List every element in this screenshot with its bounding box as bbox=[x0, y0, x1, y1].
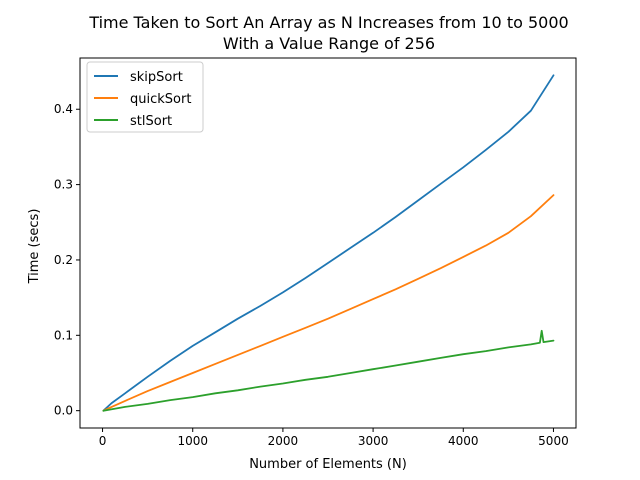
legend-box bbox=[86, 61, 204, 133]
series-line-quicksort bbox=[102, 194, 555, 412]
legend-label-quicksort: quickSort bbox=[130, 92, 191, 107]
y-tick-label: 0.0 bbox=[54, 404, 73, 418]
y-tick-label: 0.1 bbox=[54, 328, 73, 342]
chart-title-line-2: With a Value Range of 256 bbox=[223, 34, 435, 53]
x-tick-label: 4000 bbox=[448, 434, 479, 448]
y-tick-label: 0.2 bbox=[54, 253, 73, 267]
x-tick-label: 3000 bbox=[358, 434, 389, 448]
plot-frame bbox=[79, 57, 577, 429]
x-axis-ticks: 0 1000 2000 3000 4000 5000 bbox=[99, 428, 569, 448]
series-line-stlsort bbox=[102, 329, 555, 412]
legend-label-stlsort: stlSort bbox=[130, 114, 172, 129]
legend-label-skipsort: skipSort bbox=[130, 70, 183, 85]
plot-lines bbox=[102, 74, 555, 412]
series-line-skipsort bbox=[102, 74, 555, 412]
x-tick-label: 0 bbox=[99, 434, 107, 448]
x-tick-label: 1000 bbox=[177, 434, 208, 448]
x-tick-label: 5000 bbox=[538, 434, 569, 448]
x-tick-label: 2000 bbox=[268, 434, 299, 448]
x-axis-label: Number of Elements (N) bbox=[249, 457, 407, 472]
y-axis-label: Time (secs) bbox=[27, 209, 42, 285]
legend: skipSort quickSort stlSort bbox=[86, 61, 204, 133]
chart-title-line-1: Time Taken to Sort An Array as N Increas… bbox=[88, 13, 568, 32]
y-tick-label: 0.4 bbox=[54, 102, 73, 116]
y-axis-ticks: 0.0 0.1 0.2 0.3 0.4 bbox=[54, 102, 80, 418]
y-tick-label: 0.3 bbox=[54, 178, 73, 192]
